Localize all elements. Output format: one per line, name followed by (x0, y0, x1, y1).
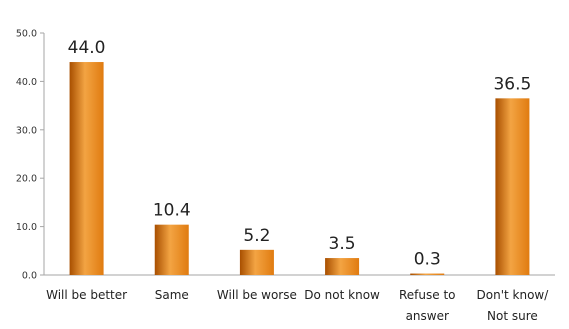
data-label: 36.5 (493, 74, 531, 94)
bar (69, 62, 104, 275)
y-tick-label: 0.0 (22, 271, 37, 282)
y-tick-label: 40.0 (16, 77, 37, 88)
y-tick-label: 10.0 (16, 222, 37, 233)
x-category-label: answer (406, 309, 449, 323)
bar (154, 224, 189, 275)
x-category-label: Do not know (304, 288, 380, 302)
y-tick-label: 20.0 (16, 174, 37, 185)
x-category-label: Will be better (46, 288, 127, 302)
data-labels: 44.0 10.4 5.2 3.5 0.3 36.5 (68, 38, 532, 270)
bar (495, 98, 530, 275)
data-label: 5.2 (243, 226, 270, 246)
x-category-label: Not sure (487, 309, 538, 323)
data-label: 10.4 (153, 201, 191, 221)
data-label: 44.0 (68, 38, 106, 58)
bar-series (69, 62, 530, 275)
bar (239, 249, 274, 275)
bar (410, 273, 445, 275)
y-axis-ticks: 0.0 10.0 20.0 30.0 40.0 50.0 (16, 29, 44, 282)
data-label: 3.5 (329, 234, 356, 254)
y-tick-label: 30.0 (16, 125, 37, 136)
x-category-label: Will be worse (217, 288, 297, 302)
x-category-label: Refuse to (399, 288, 456, 302)
data-label: 0.3 (414, 250, 441, 270)
x-category-label: Don't know/ (477, 288, 550, 302)
x-category-label: Same (155, 288, 189, 302)
x-axis-labels: Will be better Same Will be worse Do not kn… (46, 288, 549, 323)
y-tick-label: 50.0 (16, 29, 37, 40)
bar (325, 258, 360, 275)
chart-axes (43, 33, 555, 276)
